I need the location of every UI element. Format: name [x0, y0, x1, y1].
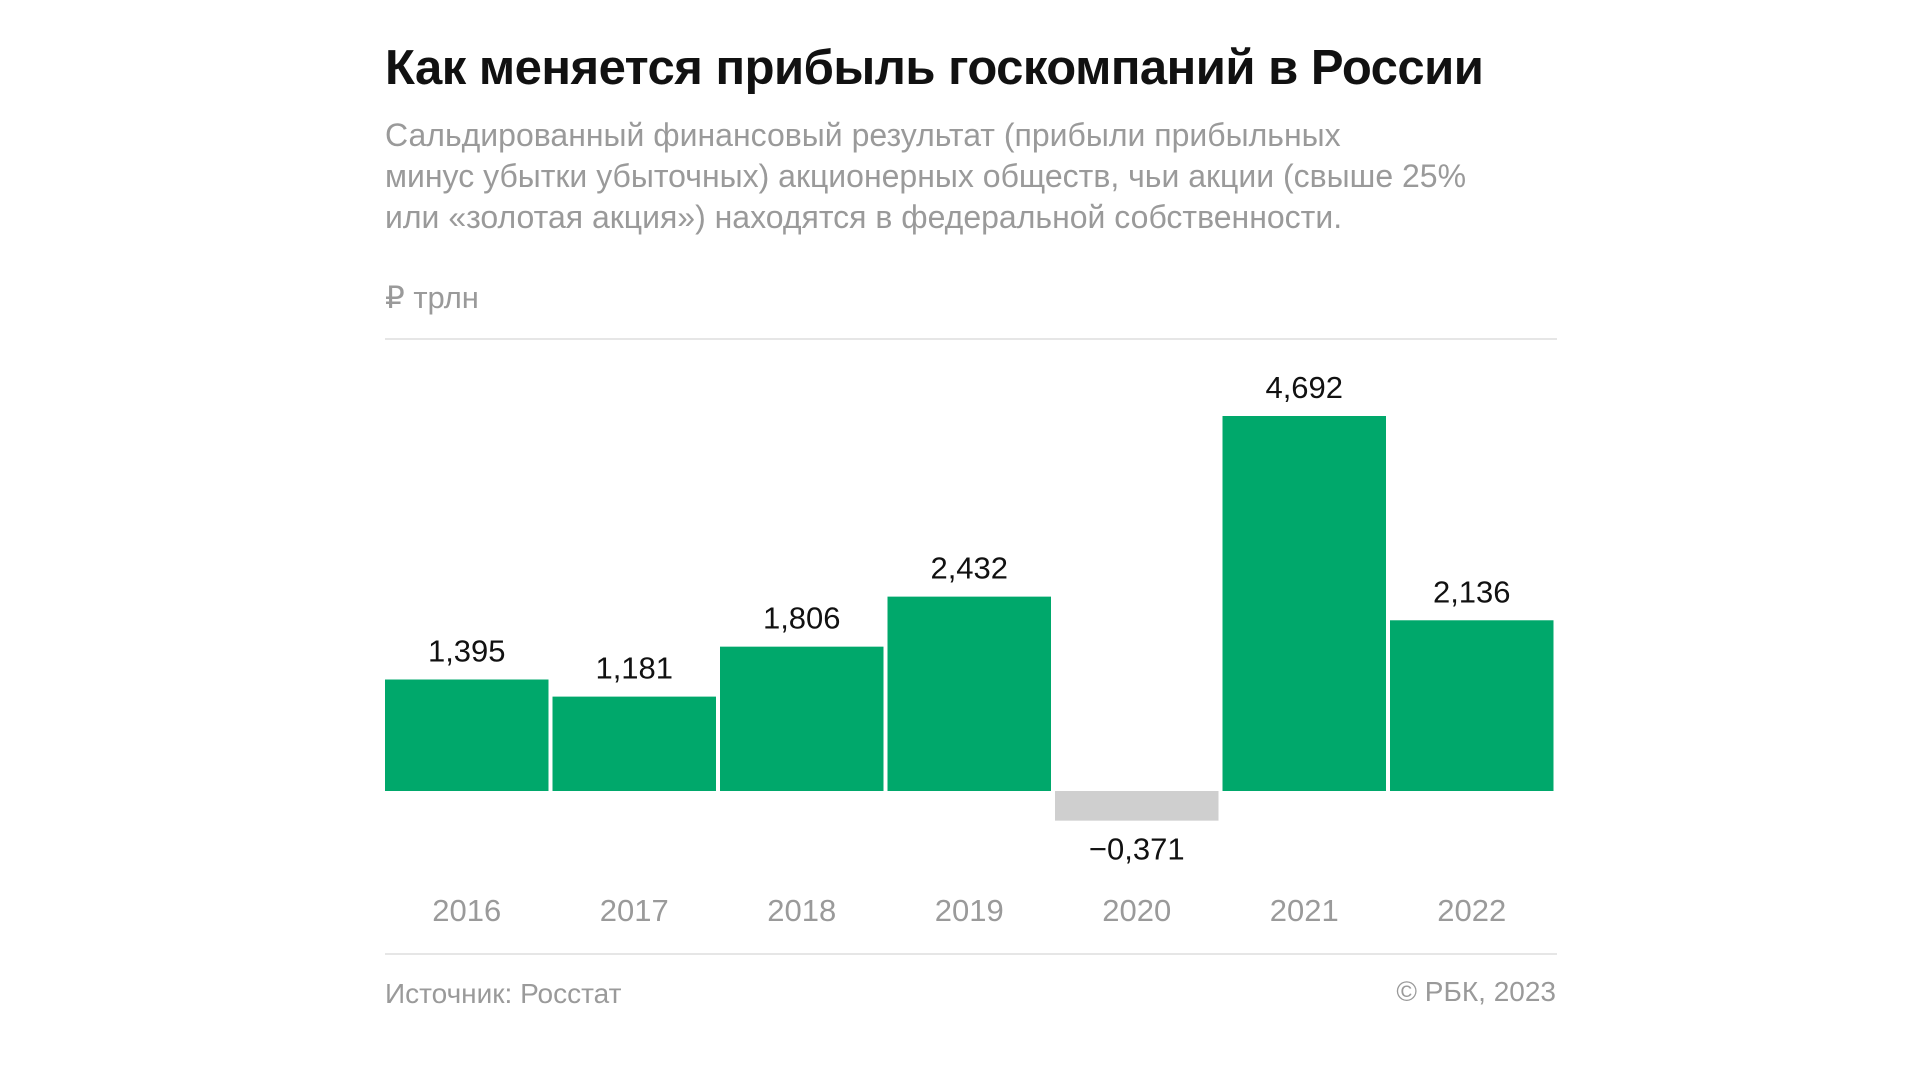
- subtitle-line: или «золотая акция») находятся в федерал…: [385, 199, 1343, 235]
- x-tick-label: 2016: [432, 893, 501, 928]
- subtitle-line: минус убытки убыточных) акционерных обще…: [385, 158, 1467, 194]
- x-tick-label: 2019: [935, 893, 1004, 928]
- source-note: Источник: Росстат: [385, 978, 622, 1009]
- bottom-divider: [385, 953, 1557, 955]
- x-tick-label: 2022: [1437, 893, 1506, 928]
- value-label: 1,181: [595, 651, 673, 686]
- value-label: −0,371: [1089, 832, 1185, 867]
- value-label: 4,692: [1265, 370, 1343, 405]
- value-label: 2,432: [930, 551, 1008, 586]
- copyright: © РБК, 2023: [1396, 976, 1556, 1007]
- value-label: 1,395: [428, 634, 506, 669]
- bar-2020: [1055, 791, 1219, 821]
- x-tick-label: 2018: [767, 893, 836, 928]
- unit-label: ₽ трлн: [385, 280, 479, 315]
- bar-2022: [1390, 620, 1554, 791]
- bar-2016: [385, 679, 549, 791]
- bar-2018: [720, 646, 884, 791]
- top-divider: [385, 338, 1557, 340]
- bar-2019: [887, 596, 1051, 791]
- bar-2017: [552, 696, 716, 791]
- chart-subtitle: Сальдированный финансовый результат (при…: [385, 115, 1565, 238]
- bar-2021: [1222, 416, 1386, 791]
- subtitle-line: Сальдированный финансовый результат (при…: [385, 117, 1341, 153]
- x-tick-label: 2017: [600, 893, 669, 928]
- value-label: 2,136: [1433, 574, 1511, 609]
- chart-title: Как меняется прибыль госкомпаний в Росси…: [385, 41, 1484, 95]
- x-tick-label: 2020: [1102, 893, 1171, 928]
- x-tick-label: 2021: [1270, 893, 1339, 928]
- value-label: 1,806: [763, 601, 841, 636]
